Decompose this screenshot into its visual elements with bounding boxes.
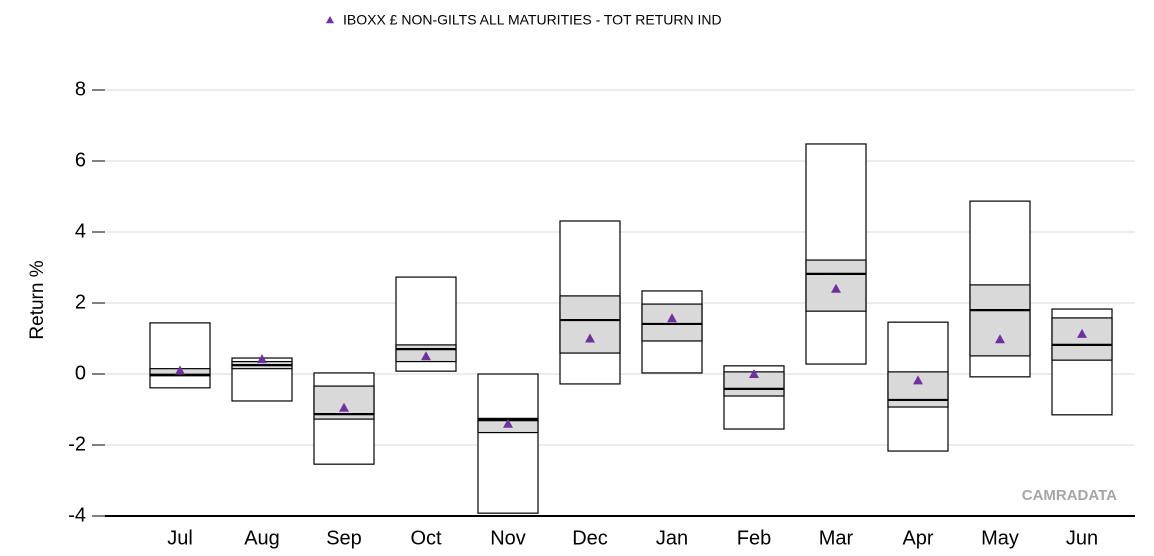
y-tick-label: 2 bbox=[75, 291, 86, 313]
x-tick-label: Sep bbox=[326, 527, 362, 549]
y-tick-label: -4 bbox=[68, 504, 86, 526]
index-marker bbox=[1077, 328, 1087, 338]
x-tick-label: Jan bbox=[656, 527, 688, 549]
index-marker bbox=[913, 375, 923, 385]
index-marker bbox=[585, 333, 595, 343]
range-box bbox=[149, 322, 211, 389]
x-tick-label: May bbox=[981, 527, 1019, 549]
x-tick-label: Jun bbox=[1066, 527, 1098, 549]
y-axis-label: Return % bbox=[27, 260, 48, 339]
x-tick-label: Oct bbox=[410, 527, 442, 549]
watermark: CAMRADATA bbox=[1022, 487, 1117, 504]
index-marker bbox=[831, 283, 841, 293]
y-tick-label: 6 bbox=[75, 149, 86, 171]
index-marker bbox=[667, 313, 677, 323]
range-box bbox=[477, 373, 539, 514]
index-marker bbox=[339, 402, 349, 412]
index-marker bbox=[175, 365, 185, 375]
x-tick-label: Apr bbox=[902, 527, 933, 549]
index-marker bbox=[749, 369, 759, 378]
index-marker bbox=[421, 351, 431, 361]
x-tick-label: Mar bbox=[819, 527, 854, 549]
quartile-box bbox=[559, 295, 621, 354]
quartile-box bbox=[1051, 317, 1113, 361]
index-marker bbox=[257, 354, 267, 364]
y-tick-label: 4 bbox=[75, 220, 86, 242]
index-marker bbox=[503, 418, 513, 428]
index-marker bbox=[995, 334, 1005, 344]
y-tick-label: -2 bbox=[68, 433, 86, 455]
legend-label: IBOXX £ NON-GILTS ALL MATURITIES - TOT R… bbox=[343, 12, 722, 28]
y-tick-label: 0 bbox=[75, 362, 86, 384]
y-tick-label: 8 bbox=[75, 78, 86, 100]
legend-marker bbox=[326, 16, 334, 24]
x-tick-label: Jul bbox=[167, 527, 193, 549]
x-tick-label: Dec bbox=[572, 527, 608, 549]
x-tick-label: Feb bbox=[737, 527, 771, 549]
quartile-box bbox=[969, 284, 1031, 357]
range-box bbox=[805, 143, 867, 365]
quartile-box bbox=[641, 303, 703, 342]
x-tick-label: Nov bbox=[490, 527, 526, 549]
x-tick-label: Aug bbox=[244, 527, 280, 549]
